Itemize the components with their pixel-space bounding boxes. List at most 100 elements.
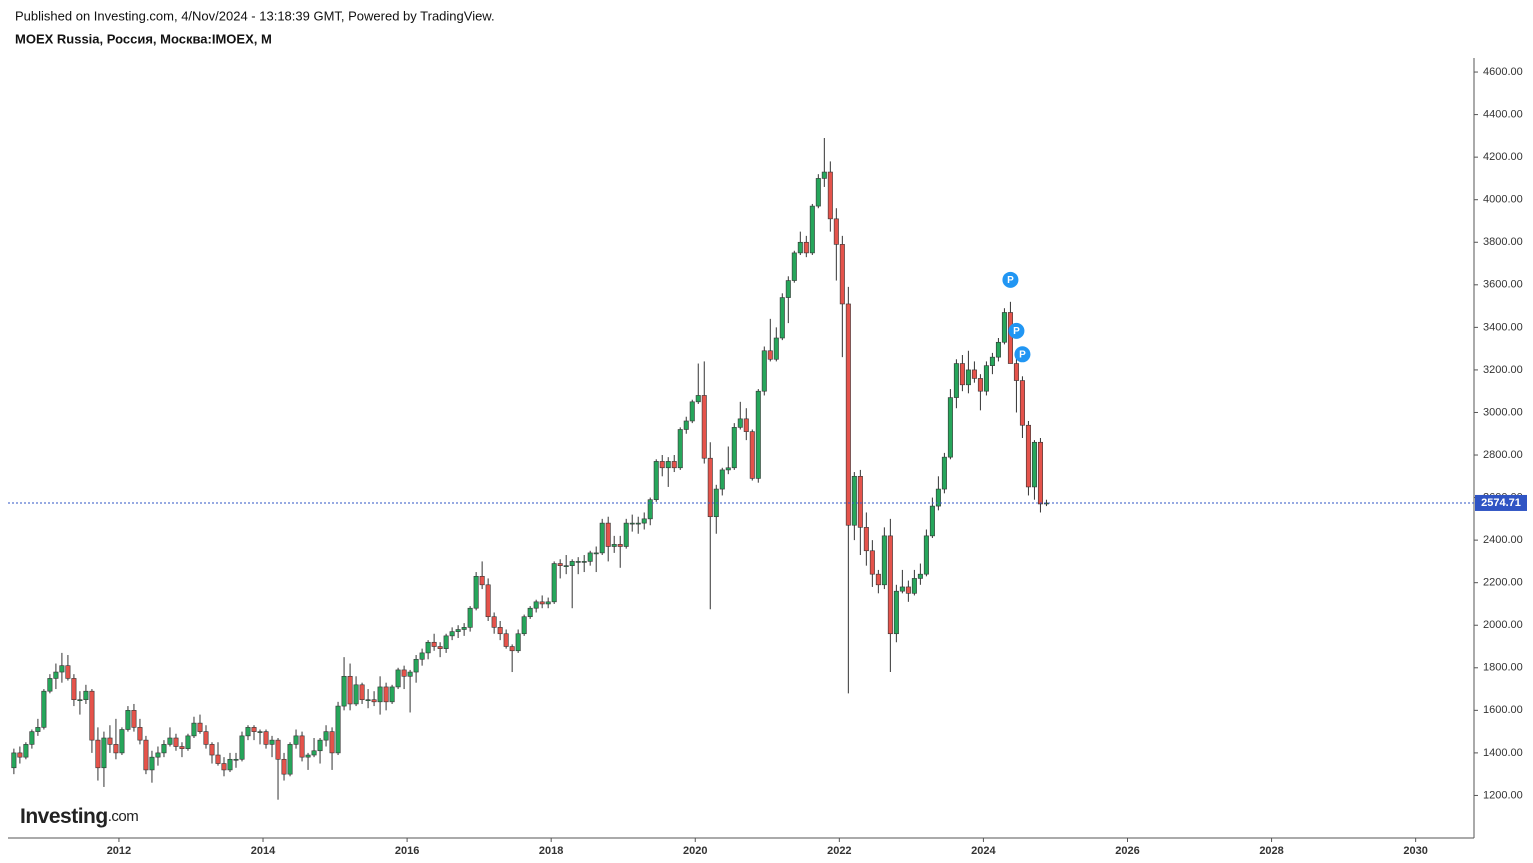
candle-body [827,171,833,220]
candle-body [179,746,185,749]
candle-body [533,601,539,609]
candle-body [257,731,263,733]
candle-body [947,397,953,458]
candle-body [959,363,965,386]
candle-body [731,427,737,469]
candle-body [383,686,389,703]
candle-body [545,601,551,605]
candle-body [485,584,491,618]
candle-body [83,690,89,701]
candles [11,138,1049,800]
candle-body [347,675,353,705]
y-tick-label: 4000.00 [1483,194,1523,206]
x-tick-label: 2016 [395,845,419,857]
candle-body [239,735,245,760]
y-tick-label: 1600.00 [1483,704,1523,716]
candle-body [431,641,437,647]
candle-body [161,744,167,754]
candle-body [551,563,557,603]
candle-body [743,418,749,432]
candle-body [113,744,119,754]
candle-body [473,575,479,609]
y-tick-label: 4200.00 [1483,151,1523,163]
candle-body [965,369,971,386]
event-label: P [1007,275,1014,286]
candle-body [371,699,377,703]
candle-body [47,678,53,692]
candle-body [413,658,419,673]
candle-body [353,684,359,705]
candle-body [467,607,473,628]
candle-body [917,573,923,579]
candle-body [521,616,527,635]
event-label: P [1019,349,1026,360]
candle-body [599,522,605,554]
y-tick-label: 1200.00 [1483,789,1523,801]
candle-body [989,356,995,366]
candle-body [581,561,587,563]
candle-body [305,754,311,758]
candle-body [53,671,59,679]
candle-body [641,518,647,524]
candle-body [437,646,443,649]
candle-body [587,552,593,562]
candle-body [557,563,563,566]
candle-body [821,171,827,179]
candle-body [1043,502,1049,505]
candle-body [887,535,893,635]
candle-body [365,699,371,702]
candle-body [623,522,629,547]
candle-body [659,461,665,469]
last-price-label: 2574.71 [1481,497,1521,509]
candle-body [575,561,581,563]
candle-body [509,646,515,652]
candle-body [119,729,125,754]
candle-body [1001,312,1007,343]
candle-body [323,731,329,741]
candle-body [563,565,569,567]
candle-body [953,363,959,398]
candle-body [785,280,791,298]
candle-body [125,710,131,730]
candle-body [593,552,599,555]
candle-body [77,699,83,702]
candle-body [539,601,545,605]
x-tick-label: 2020 [683,845,707,857]
x-tick-label: 2018 [539,845,563,857]
candle-body [923,535,929,575]
candle-body [845,303,851,526]
candle-body [275,739,281,760]
candle-body [719,469,725,490]
candle-body [935,488,941,507]
candle-body [41,690,47,728]
candle-body [167,737,173,745]
candle-body [269,739,275,745]
candle-body [449,631,455,637]
candle-body [971,369,977,379]
candle-body [497,627,503,635]
candle-body [311,750,317,756]
candle-body [893,590,899,635]
candle-body [401,669,407,677]
candle-body [755,390,761,479]
y-tick-label: 2800.00 [1483,449,1523,461]
candle-body [89,690,95,741]
logo: Investing.com [20,805,138,828]
candle-body [803,241,809,254]
x-tick-label: 2026 [1115,845,1139,857]
candle-body [941,456,947,490]
candle-body [701,395,707,459]
candle-body [293,735,299,745]
candle-body [749,431,755,479]
y-tick-label: 2400.00 [1483,534,1523,546]
candle-body [671,461,677,469]
candle-body [197,722,203,732]
candle-body [569,561,575,566]
candle-body [317,739,323,752]
y-tick-label: 4600.00 [1483,66,1523,78]
candle-body [251,727,257,732]
candle-body [233,758,239,761]
candle-body [281,758,287,775]
candle-body [857,475,863,528]
candle-body [707,457,713,518]
